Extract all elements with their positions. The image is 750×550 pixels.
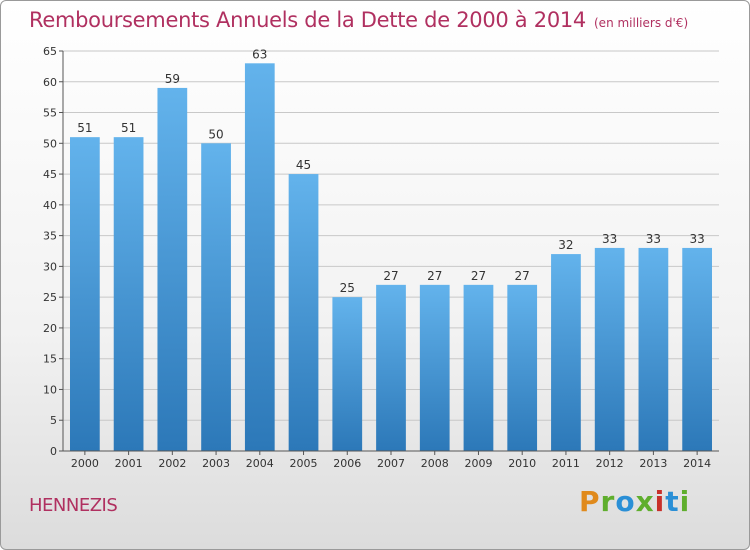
bar xyxy=(419,284,450,451)
x-tick-label: 2013 xyxy=(639,457,667,470)
x-tick-label: 2007 xyxy=(377,457,405,470)
y-tick-label: 40 xyxy=(43,199,57,212)
proxiti-logo[interactable]: Proxiti xyxy=(579,485,690,518)
data-label: 51 xyxy=(77,121,92,135)
chart-title: Remboursements Annuels de la Dette de 20… xyxy=(29,8,688,32)
x-tick-label: 2000 xyxy=(71,457,99,470)
data-label: 33 xyxy=(646,232,661,246)
x-tick-label: 2003 xyxy=(202,457,230,470)
logo-letter: x xyxy=(635,485,655,518)
data-label: 63 xyxy=(252,47,267,61)
x-tick-label: 2008 xyxy=(421,457,449,470)
logo-letter: P xyxy=(579,485,601,518)
y-tick-label: 65 xyxy=(43,45,57,58)
y-tick-label: 0 xyxy=(50,445,57,458)
y-tick-label: 30 xyxy=(43,260,57,273)
bar xyxy=(201,143,231,452)
x-tick-label: 2011 xyxy=(552,457,580,470)
logo-letter: t xyxy=(665,485,680,518)
bar xyxy=(376,284,406,451)
axis-layer: 0 5 10 15 20 25 30 35 40 45 50 55 60 65 2000 2001 2002 20… xyxy=(43,45,719,470)
data-label: 33 xyxy=(602,232,617,246)
data-label: 50 xyxy=(208,127,223,141)
bar xyxy=(332,297,363,451)
bar xyxy=(682,247,713,451)
x-tick-label: 2009 xyxy=(464,457,492,470)
x-tick-label: 2001 xyxy=(115,457,143,470)
x-tick-label: 2005 xyxy=(290,457,318,470)
data-label: 27 xyxy=(427,269,442,283)
logo-letter: r xyxy=(600,485,616,518)
data-label: 51 xyxy=(121,121,136,135)
data-label: 33 xyxy=(689,232,704,246)
data-label: 32 xyxy=(558,238,573,252)
bar xyxy=(551,254,581,451)
x-tick-label: 2010 xyxy=(508,457,536,470)
title-text: Remboursements Annuels de la Dette de 20… xyxy=(29,8,586,32)
chart-subtitle: (en milliers d'€) xyxy=(594,16,689,30)
y-tick-label: 10 xyxy=(43,383,57,396)
y-tick-label: 35 xyxy=(43,230,57,243)
y-tick-label: 45 xyxy=(43,168,57,181)
bar xyxy=(463,284,494,451)
data-label: 27 xyxy=(471,269,486,283)
y-tick-label: 25 xyxy=(43,291,57,304)
logo-letter: i xyxy=(654,485,666,518)
data-label: 45 xyxy=(296,158,311,172)
x-tick-label: 2002 xyxy=(158,457,186,470)
y-tick-label: 20 xyxy=(43,322,57,335)
bar xyxy=(157,87,188,451)
y-tick-label: 5 xyxy=(50,414,57,427)
logo-letter: i xyxy=(679,485,691,518)
data-label: 27 xyxy=(515,269,530,283)
logo-letter: o xyxy=(615,485,636,518)
y-tick-label: 55 xyxy=(43,107,57,120)
x-tick-label: 2006 xyxy=(333,457,361,470)
bar xyxy=(507,284,538,451)
bar xyxy=(69,137,100,451)
data-label: 25 xyxy=(340,281,355,295)
x-tick-label: 2004 xyxy=(246,457,274,470)
x-tick-label: 2012 xyxy=(596,457,624,470)
bar xyxy=(244,63,275,452)
bar-layer: 51 51 59 50 63 45 25 27 27 27 27 32 33 33 33 xyxy=(69,47,713,452)
bar xyxy=(594,247,625,451)
data-label: 27 xyxy=(383,269,398,283)
bar xyxy=(638,247,669,451)
data-label: 59 xyxy=(165,72,180,86)
bar xyxy=(288,174,319,452)
y-tick-label: 15 xyxy=(43,353,57,366)
y-tick-label: 50 xyxy=(43,137,57,150)
bar xyxy=(113,137,144,451)
y-tick-label: 60 xyxy=(43,76,57,89)
commune-name: HENNEZIS xyxy=(29,495,118,516)
x-tick-label: 2014 xyxy=(683,457,711,470)
